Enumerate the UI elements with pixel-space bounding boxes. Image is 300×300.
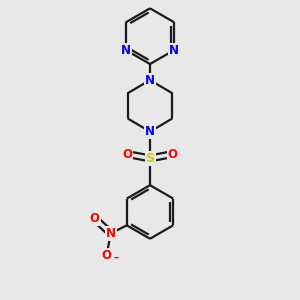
Text: N: N <box>169 44 179 57</box>
Text: N: N <box>145 74 155 87</box>
Text: S: S <box>146 152 154 165</box>
Text: O: O <box>167 148 178 160</box>
Text: O: O <box>90 212 100 225</box>
Text: O: O <box>122 148 133 160</box>
Text: N: N <box>121 44 131 57</box>
Text: N: N <box>145 125 155 138</box>
Text: N: N <box>106 227 116 240</box>
Text: –: – <box>114 253 119 263</box>
Text: O: O <box>101 249 112 262</box>
